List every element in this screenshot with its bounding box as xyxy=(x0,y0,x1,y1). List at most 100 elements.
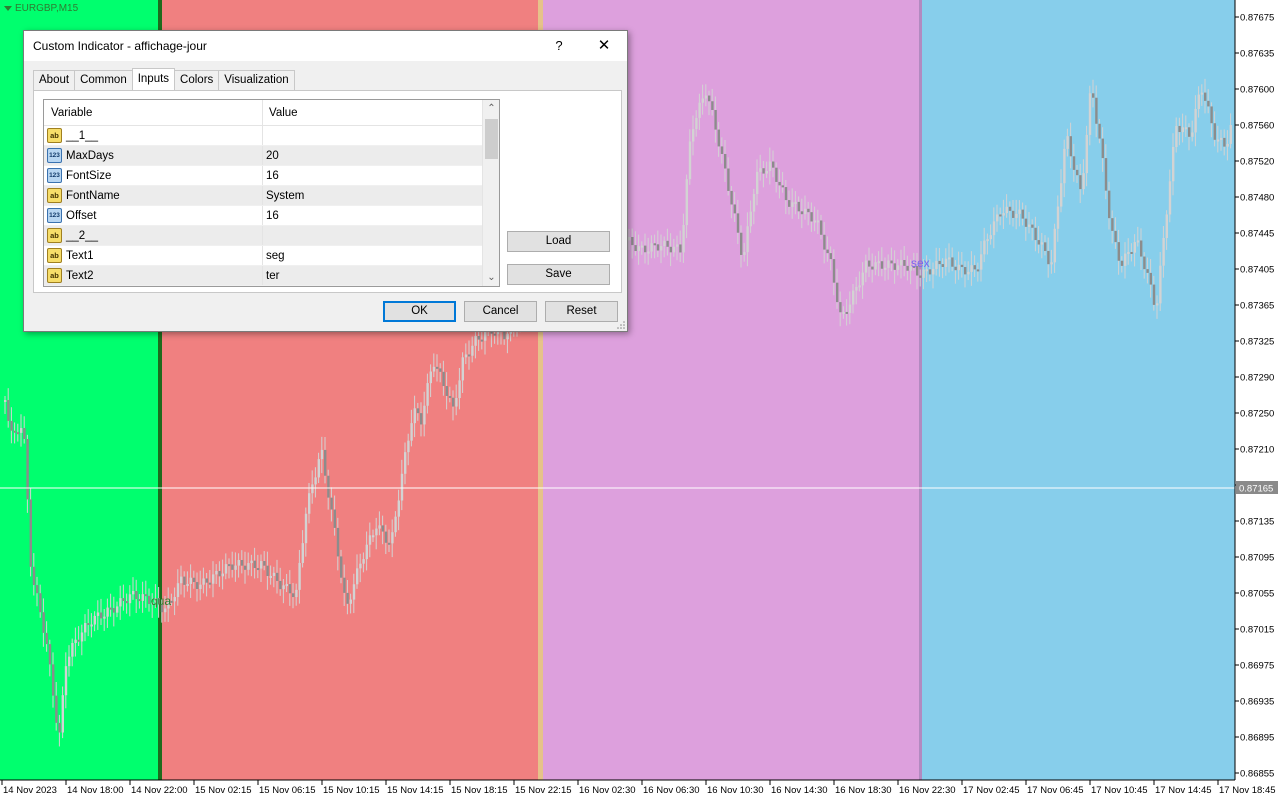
candle-body xyxy=(1028,224,1031,227)
scroll-up-icon[interactable]: ⌃ xyxy=(487,103,496,114)
input-row-fontname[interactable]: ab FontName System xyxy=(44,186,482,206)
candle-body xyxy=(394,516,397,533)
candle-body xyxy=(717,129,720,147)
value-cell[interactable]: 20 xyxy=(266,150,279,162)
value-cell[interactable] xyxy=(263,126,482,145)
tab-inputs[interactable]: Inputs xyxy=(131,68,176,90)
candle-body xyxy=(445,386,448,396)
candle-body xyxy=(692,129,695,142)
value-cell[interactable] xyxy=(263,226,482,245)
input-row-1[interactable]: ab __1__ xyxy=(44,126,482,146)
candle-body xyxy=(32,566,36,586)
price-tick-label: 0.87675 xyxy=(1240,13,1274,24)
value-cell[interactable]: ter xyxy=(266,270,280,282)
resize-grip-icon[interactable] xyxy=(617,321,625,329)
candle-body xyxy=(912,265,916,268)
candle-body xyxy=(864,260,868,273)
candle-body xyxy=(295,589,298,598)
candle-body xyxy=(1159,265,1162,304)
candle-body xyxy=(359,563,362,569)
candle-body xyxy=(807,208,810,213)
grid-scrollbar[interactable]: ⌃ ⌄ xyxy=(482,100,499,286)
time-tick-label: 17 Nov 10:45 xyxy=(1091,785,1148,796)
candle-body xyxy=(218,570,221,577)
value-cell[interactable]: System xyxy=(266,190,305,202)
column-header-value[interactable]: Value xyxy=(269,107,298,119)
price-tick-label: 0.87635 xyxy=(1240,49,1274,60)
candle-body xyxy=(247,563,250,570)
scroll-down-icon[interactable]: ⌄ xyxy=(487,272,496,283)
candle-body xyxy=(1127,251,1130,254)
candle-body xyxy=(301,543,304,563)
candle-body xyxy=(42,612,45,633)
candle-body xyxy=(839,302,842,313)
candle-body xyxy=(884,267,887,270)
tab-common[interactable]: Common xyxy=(74,70,133,90)
symbol-dropdown-icon[interactable] xyxy=(4,6,12,11)
input-row-2[interactable]: ab __2__ xyxy=(44,226,482,246)
variable-cell: ab Text1 xyxy=(44,246,263,265)
reset-button[interactable]: Reset xyxy=(545,301,618,322)
candle-body xyxy=(189,577,192,584)
candle-body xyxy=(122,598,125,602)
candle-body xyxy=(775,167,778,182)
ok-button[interactable]: OK xyxy=(383,301,456,322)
time-tick-label: 16 Nov 18:30 xyxy=(835,785,892,796)
candle-body xyxy=(957,264,960,271)
candle-body xyxy=(461,357,464,381)
candle-body xyxy=(29,499,32,567)
candle-body xyxy=(52,664,55,696)
candle-body xyxy=(1092,93,1095,98)
candle-body xyxy=(1066,136,1069,149)
candle-body xyxy=(420,413,423,425)
candle-body xyxy=(250,560,253,564)
time-tick-label: 14 Nov 2023 xyxy=(3,785,57,796)
price-axis: 0.87675 0.87635 0.87600 0.87560 0.87520 0.874… xyxy=(1235,13,1274,780)
time-tick-label: 16 Nov 14:30 xyxy=(771,785,828,796)
help-button[interactable]: ? xyxy=(555,38,563,53)
candle-body xyxy=(173,597,176,602)
candle-body xyxy=(1018,209,1021,214)
time-tick-label: 16 Nov 10:30 xyxy=(707,785,764,796)
column-header-variable[interactable]: Variable xyxy=(44,100,263,126)
cancel-button[interactable]: Cancel xyxy=(464,301,537,322)
candle-body xyxy=(429,371,432,384)
candle-body xyxy=(448,395,452,398)
save-button[interactable]: Save xyxy=(507,264,610,285)
input-row-offset[interactable]: 123 Offset 16 xyxy=(44,206,482,226)
scroll-thumb[interactable] xyxy=(485,119,498,159)
input-row-text1[interactable]: ab Text1 seg xyxy=(44,246,482,266)
candle-body xyxy=(743,252,746,255)
candle-body xyxy=(336,527,340,557)
dialog-titlebar[interactable]: Custom Indicator - affichage-jour ? ✕ xyxy=(24,31,627,61)
candle-body xyxy=(1108,190,1111,219)
tab-visualization[interactable]: Visualization xyxy=(218,70,295,90)
input-row-fontsize[interactable]: 123 FontSize 16 xyxy=(44,166,482,186)
candle-body xyxy=(148,595,151,604)
candle-body xyxy=(1213,123,1216,140)
candle-body xyxy=(240,560,244,566)
candle-body xyxy=(1191,132,1194,137)
candle-body xyxy=(1226,143,1229,147)
candle-body xyxy=(925,269,928,272)
tab-about[interactable]: About xyxy=(33,70,76,90)
candle-body xyxy=(468,354,471,357)
candle-body xyxy=(125,601,128,604)
input-row-text2[interactable]: ab Text2 ter xyxy=(44,266,482,286)
candle-body xyxy=(365,544,368,560)
candle-body xyxy=(10,420,13,431)
time-tick-label: 15 Nov 14:15 xyxy=(387,785,444,796)
time-tick-label: 15 Nov 22:15 xyxy=(515,785,572,796)
value-cell[interactable]: seg xyxy=(266,250,285,262)
input-row-maxdays[interactable]: 123 MaxDays 20 xyxy=(44,146,482,166)
value-cell[interactable]: 16 xyxy=(266,170,279,182)
candle-body xyxy=(202,578,205,585)
load-button[interactable]: Load xyxy=(507,231,610,252)
candle-body xyxy=(695,117,698,130)
candle-body xyxy=(1021,209,1024,219)
candle-body xyxy=(1053,228,1056,263)
value-cell[interactable]: 16 xyxy=(266,210,279,222)
close-button[interactable]: ✕ xyxy=(597,37,611,54)
tab-colors[interactable]: Colors xyxy=(174,70,220,90)
candle-body xyxy=(340,556,343,578)
